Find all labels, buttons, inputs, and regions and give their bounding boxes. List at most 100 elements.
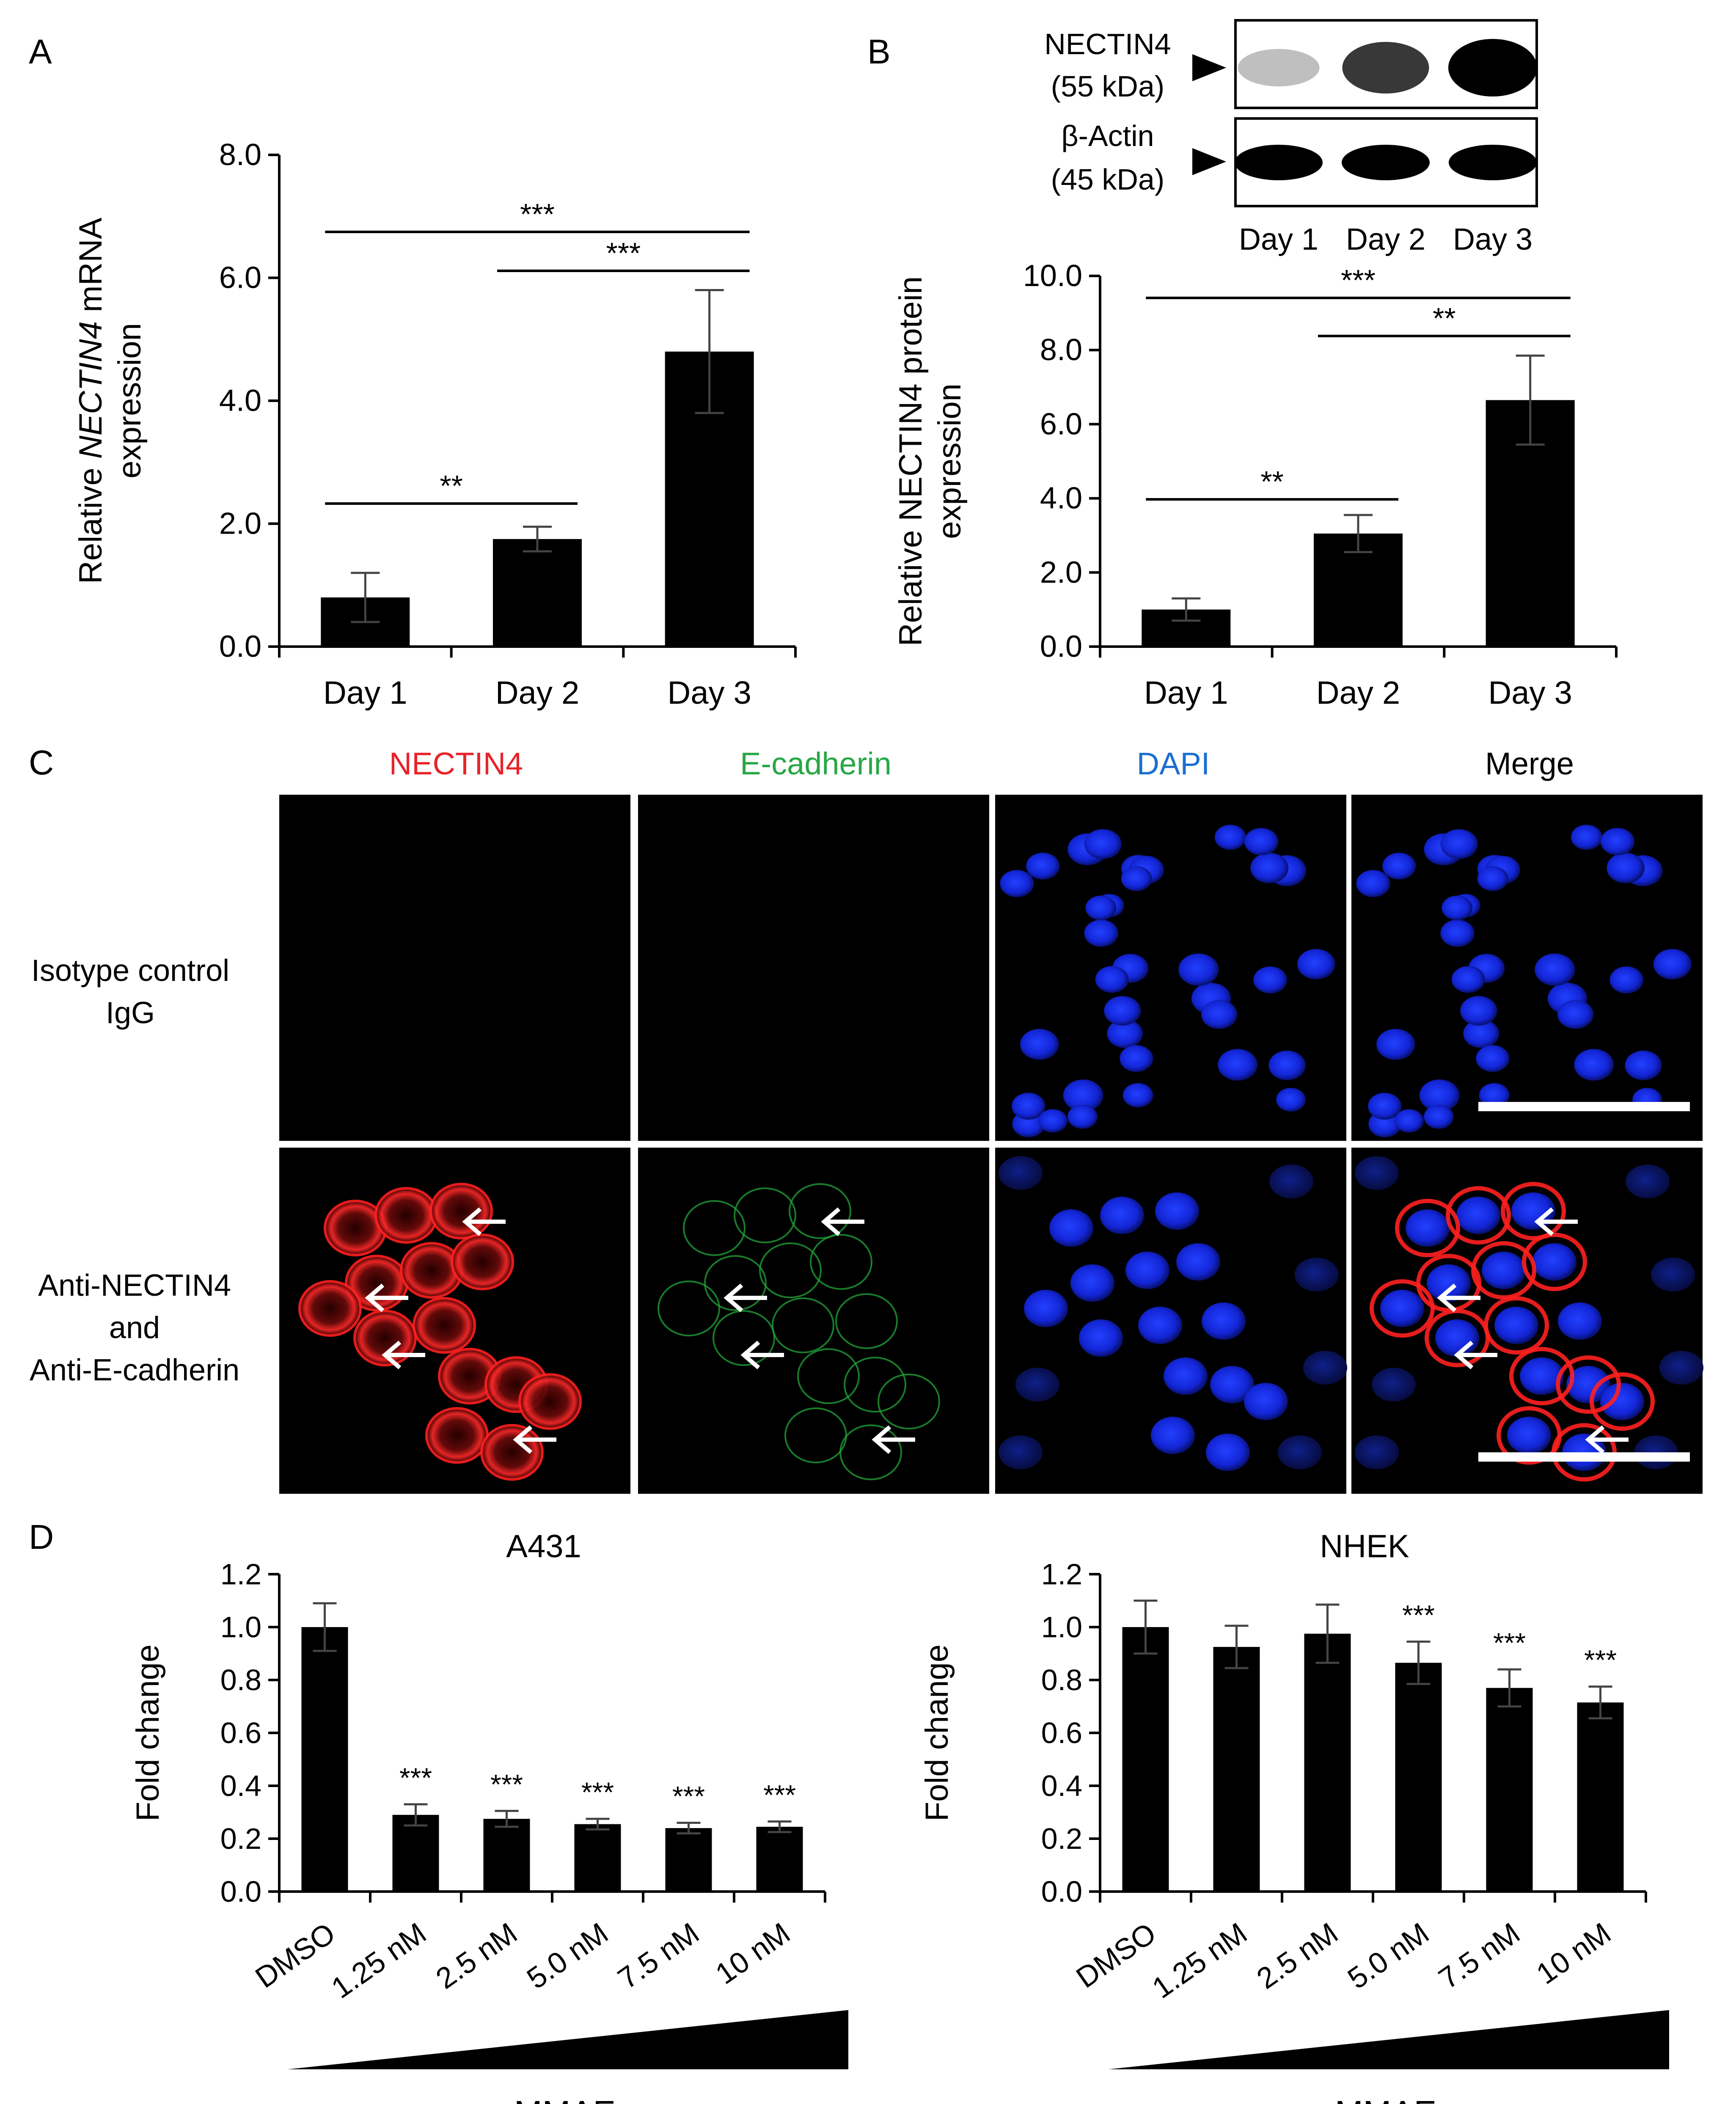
membrane-signal-green bbox=[683, 1200, 746, 1256]
x-category-label: 7.5 nM bbox=[1433, 1916, 1526, 1995]
nucleus bbox=[1253, 966, 1288, 994]
arrow-icon-head bbox=[462, 1207, 482, 1236]
significance-label: *** bbox=[763, 1779, 796, 1810]
y-axis-label: Fold change bbox=[919, 1644, 955, 1821]
nucleus bbox=[1155, 1192, 1199, 1230]
arrow-icon-head bbox=[382, 1341, 402, 1369]
nucleus-dim bbox=[999, 1435, 1043, 1469]
significance-label: ** bbox=[1260, 465, 1283, 498]
significance-label: *** bbox=[1341, 264, 1376, 297]
panel-label-d: D bbox=[29, 1518, 54, 1556]
x-category-label: 2.5 nM bbox=[1251, 1916, 1344, 1995]
nucleus bbox=[1244, 1382, 1288, 1421]
bar bbox=[1486, 1688, 1533, 1892]
nucleus bbox=[1532, 1243, 1576, 1281]
nucleus bbox=[1151, 1416, 1195, 1454]
nucleus bbox=[1121, 866, 1152, 891]
bar bbox=[1304, 1633, 1351, 1892]
nucleus bbox=[1214, 824, 1246, 850]
if-tile-isotype-dapi bbox=[995, 795, 1346, 1141]
nucleus bbox=[1084, 920, 1118, 947]
blot-label-nectin4-name: NECTIN4 bbox=[1044, 28, 1171, 61]
if-tile-background bbox=[638, 795, 989, 1141]
membrane-signal-green bbox=[734, 1187, 796, 1243]
if-col-dapi: DAPI bbox=[1137, 746, 1210, 781]
nucleus bbox=[1406, 1209, 1450, 1247]
panel-label-c: C bbox=[29, 744, 54, 782]
nucleus bbox=[1463, 1019, 1499, 1048]
nucleus bbox=[1095, 966, 1129, 993]
treatment-label: MMAE bbox=[1335, 2094, 1436, 2104]
membrane-signal-red bbox=[1522, 1233, 1587, 1291]
nucleus-dim bbox=[1278, 1435, 1322, 1469]
x-category-label: 2.5 nM bbox=[430, 1916, 523, 1995]
nucleus bbox=[1440, 829, 1478, 859]
bar bbox=[665, 1828, 712, 1892]
nucleus bbox=[1395, 1109, 1424, 1133]
if-col-nectin4: NECTIN4 bbox=[389, 746, 523, 781]
nucleus bbox=[1435, 1319, 1479, 1357]
x-category-label: Day 3 bbox=[667, 675, 751, 711]
membrane-signal-green bbox=[704, 1255, 767, 1311]
x-category-label: Day 2 bbox=[1316, 675, 1400, 711]
membrane-signal-red bbox=[1590, 1372, 1655, 1431]
membrane-signal-red bbox=[1395, 1199, 1460, 1257]
significance-label: *** bbox=[1584, 1644, 1617, 1676]
nucleus bbox=[1507, 1416, 1551, 1454]
significance-label: *** bbox=[581, 1776, 614, 1808]
x-category-label: 7.5 nM bbox=[612, 1916, 705, 1995]
y-tick-label: 8.0 bbox=[219, 138, 261, 172]
y-tick-label: 0.0 bbox=[1040, 630, 1082, 664]
membrane-signal-red bbox=[374, 1187, 438, 1244]
membrane-signal-green bbox=[789, 1183, 851, 1239]
blot-arrowhead-nectin4 bbox=[1192, 54, 1226, 81]
nucleus bbox=[1520, 1357, 1564, 1395]
x-category-label: 1.25 nM bbox=[1146, 1916, 1253, 2005]
y-tick-label: 0.0 bbox=[220, 1875, 261, 1908]
blot-band-nectin4 bbox=[1238, 49, 1320, 87]
x-category-label: 10 nM bbox=[1530, 1916, 1617, 1990]
nucleus-dim bbox=[1626, 1165, 1670, 1198]
membrane-signal-green bbox=[810, 1234, 872, 1290]
bar bbox=[392, 1815, 439, 1892]
if-tile-background bbox=[1351, 795, 1703, 1141]
arrow-icon-head bbox=[365, 1283, 385, 1312]
nucleus-dim bbox=[1269, 1165, 1313, 1198]
significance-label: *** bbox=[672, 1781, 705, 1812]
nucleus bbox=[1085, 895, 1117, 920]
y-tick-label: 1.2 bbox=[1041, 1558, 1082, 1591]
if-row-anti-line2: and bbox=[109, 1311, 160, 1345]
blot-label-nectin4-size: (55 kDa) bbox=[1051, 70, 1164, 103]
chart-d-nhek: 0.0 0.2 0.4 0.6 0.8 1.0 1.2 NHEK *** *** *** DMSO1.… bbox=[919, 1528, 1669, 2104]
panel-label-a: A bbox=[29, 33, 52, 71]
membrane-signal-red bbox=[1509, 1347, 1574, 1405]
x-category-label: Day 3 bbox=[1488, 675, 1572, 711]
nucleus bbox=[1024, 1289, 1068, 1327]
blot-lane-day3: Day 3 bbox=[1453, 223, 1532, 256]
nucleus bbox=[1380, 1289, 1424, 1327]
panel-label-b: B bbox=[867, 33, 891, 71]
nucleus bbox=[1210, 1366, 1254, 1404]
bar bbox=[1122, 1627, 1169, 1892]
nucleus bbox=[1571, 824, 1602, 850]
blot-band-nectin4 bbox=[1342, 42, 1429, 94]
y-axis-label-prefix: Relative bbox=[73, 459, 109, 584]
y-tick-label: 0.2 bbox=[1041, 1822, 1082, 1855]
x-category-label: 5.0 nM bbox=[521, 1916, 614, 1995]
nucleus bbox=[1107, 1019, 1143, 1048]
chart-title: NHEK bbox=[1320, 1528, 1409, 1564]
nucleus bbox=[1574, 1049, 1614, 1081]
mmae-gradient-wedge bbox=[288, 2010, 848, 2069]
nucleus bbox=[1038, 1109, 1068, 1133]
membrane-signal-red bbox=[480, 1424, 544, 1481]
membrane-signal-red bbox=[1370, 1279, 1435, 1338]
y-axis-label-line2: expression bbox=[112, 323, 148, 479]
if-tile-background bbox=[995, 795, 1346, 1141]
significance-label: *** bbox=[399, 1762, 432, 1793]
nucleus bbox=[1176, 1243, 1220, 1281]
nucleus-dim bbox=[1372, 1368, 1416, 1402]
x-category-label: 1.25 nM bbox=[325, 1916, 432, 2005]
membrane-signal-green bbox=[797, 1348, 860, 1404]
arrow-icon-head bbox=[1585, 1425, 1605, 1454]
membrane-signal-red bbox=[1501, 1182, 1566, 1240]
